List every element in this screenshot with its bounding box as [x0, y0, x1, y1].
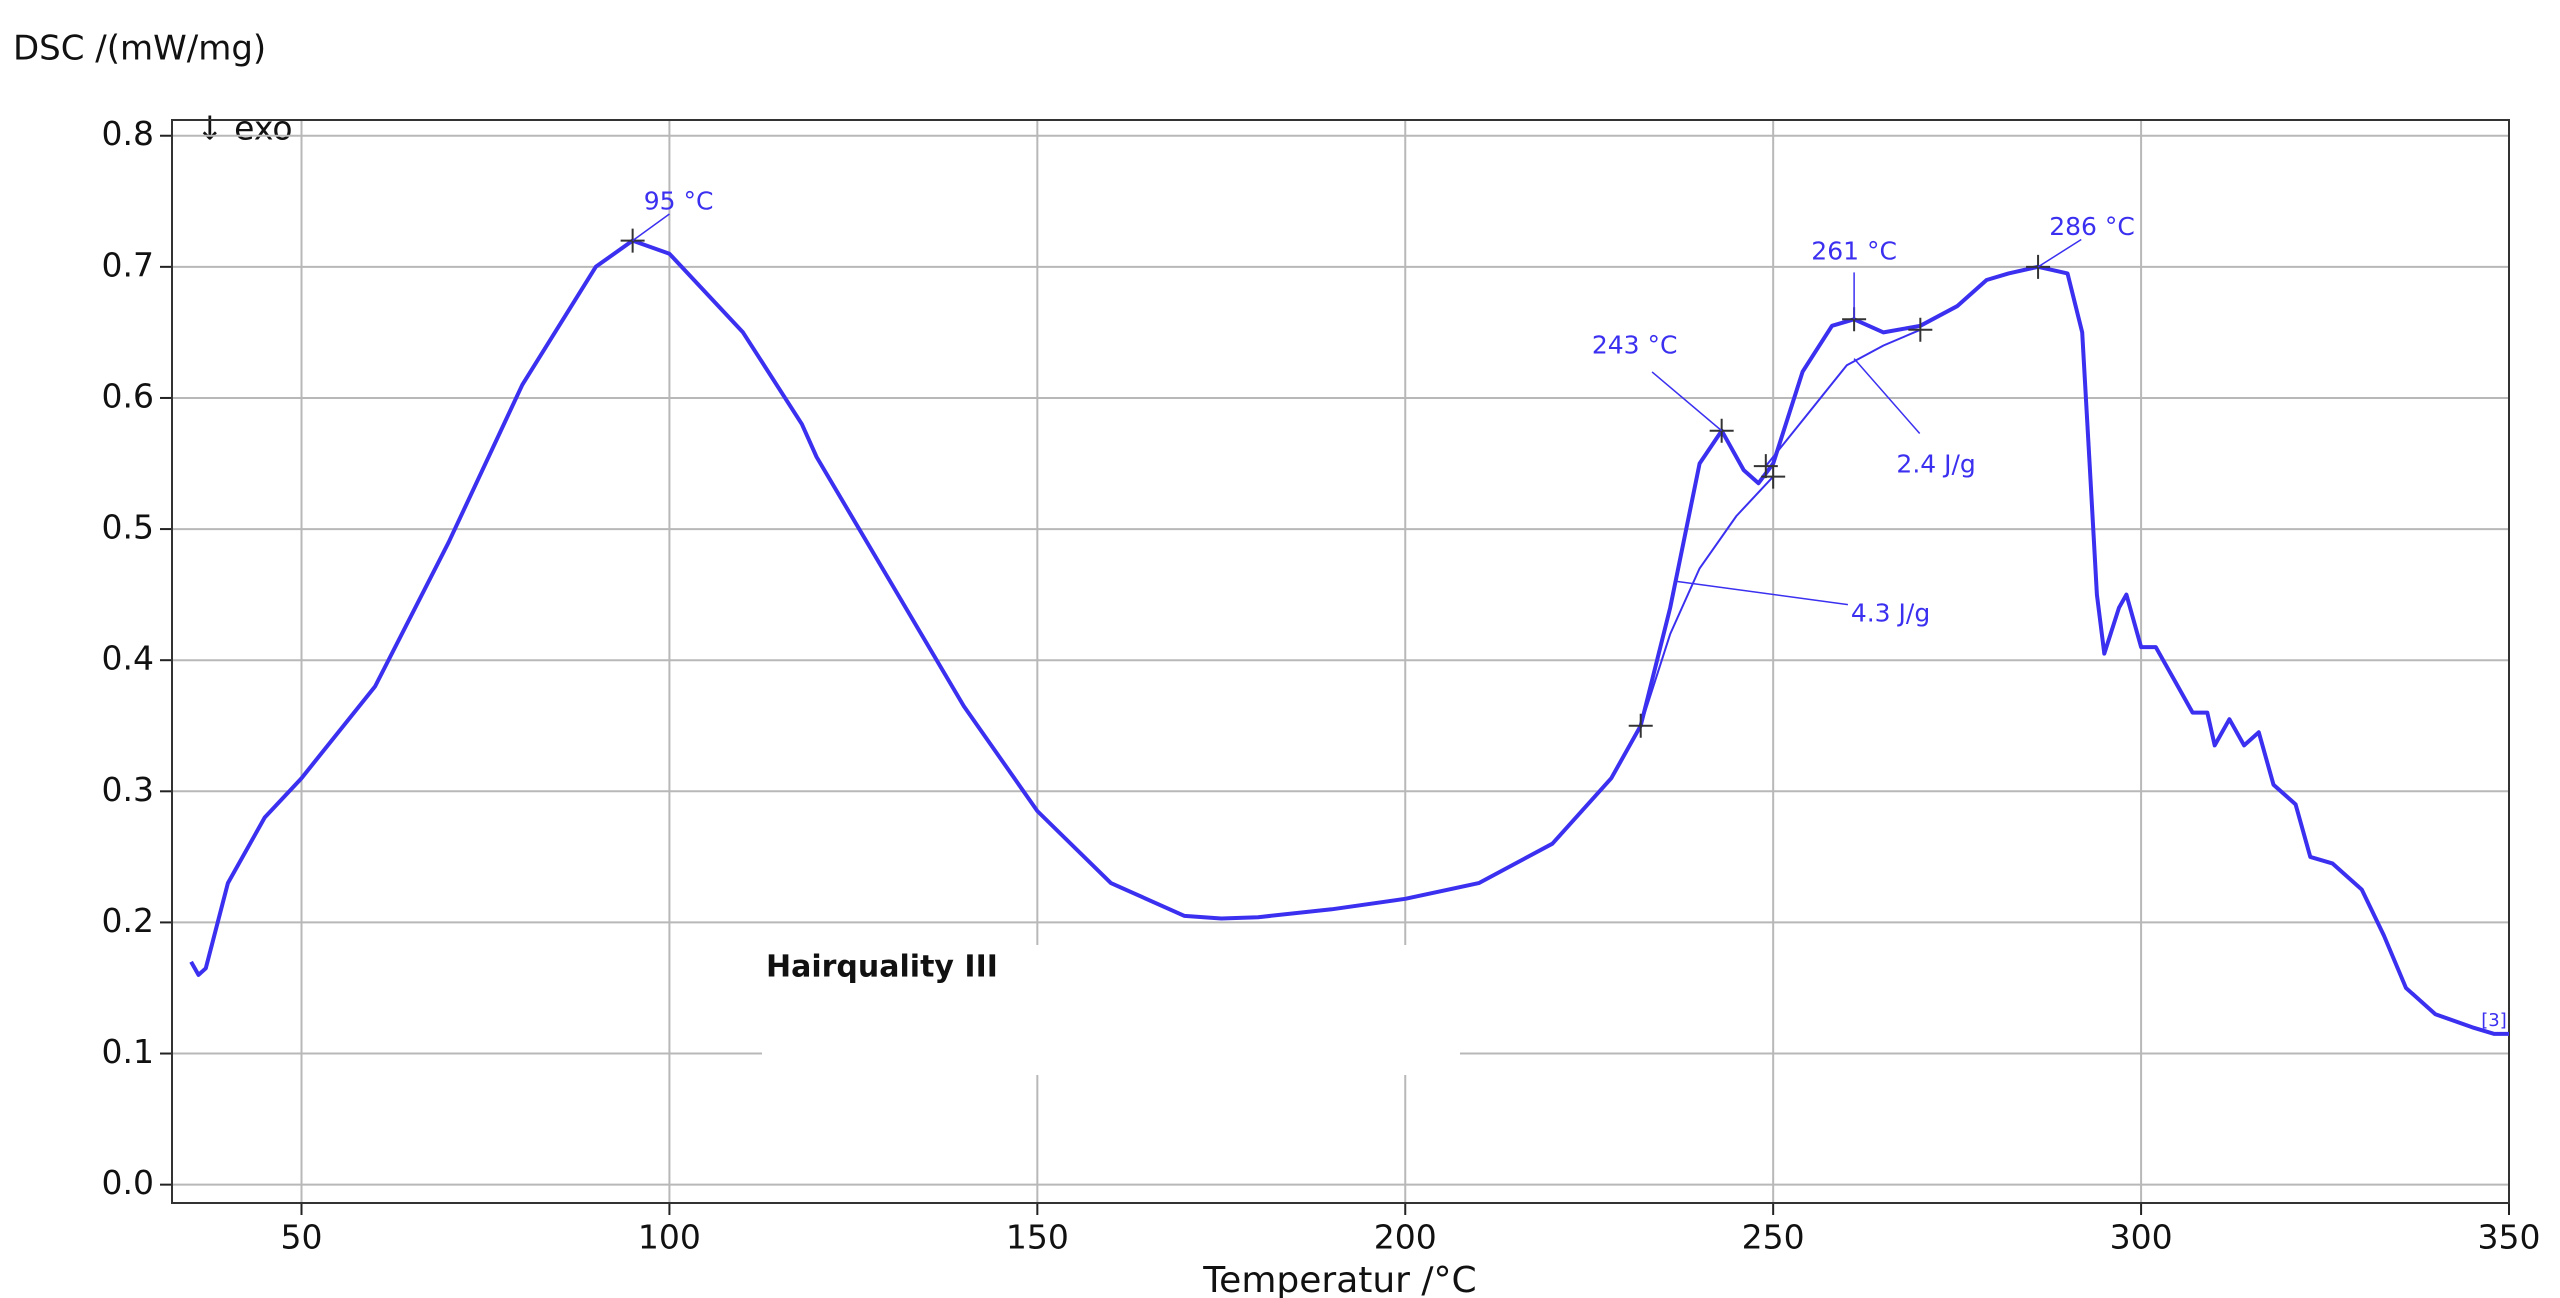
data-line — [189, 238, 2509, 1036]
legend-label: Hairquality III — [766, 950, 998, 985]
x-tick-label: 200 — [1374, 1218, 1437, 1257]
peak-cross — [620, 228, 645, 253]
x-tick-label: 250 — [1742, 1218, 1805, 1257]
y-axis-title: DSC /(mW/mg) — [13, 29, 266, 69]
y-tick-label: 0.1 — [102, 1032, 154, 1071]
x-tick-label: 50 — [281, 1218, 323, 1257]
leader-line — [1677, 580, 1849, 606]
x-tick-label: 100 — [638, 1218, 701, 1257]
leader-line — [2037, 238, 2082, 268]
y-tick-label: 0.8 — [102, 114, 154, 153]
x-axis-title: Temperatur /°C — [1202, 1260, 1476, 1298]
y-tick-label: 0.3 — [102, 770, 154, 809]
legend-box — [762, 945, 1460, 1075]
baseline — [1765, 328, 1921, 467]
y-tick-label: 0.0 — [102, 1163, 154, 1202]
annotation: 95 °C — [644, 187, 714, 216]
y-tick-label: 0.4 — [102, 639, 154, 678]
annotation: 2.4 J/g — [1896, 450, 1975, 479]
annotation: 261 °C — [1811, 236, 1897, 265]
y-tick-label: 0.6 — [102, 376, 154, 415]
leader-line — [1853, 358, 1921, 435]
x-tick-label: 150 — [1006, 1218, 1069, 1257]
annotation: 243 °C — [1592, 331, 1678, 360]
x-tick-label: 300 — [2110, 1218, 2173, 1257]
x-tick-label: 350 — [2478, 1218, 2541, 1257]
annotation: 4.3 J/g — [1851, 599, 1930, 628]
annotation: [3] — [2481, 1010, 2507, 1031]
limit-cross — [1753, 454, 1778, 479]
limit-cross — [1908, 317, 1933, 342]
annotation: 286 °C — [2049, 212, 2135, 241]
leader-line — [1651, 371, 1723, 432]
leader-line — [632, 213, 670, 242]
y-tick-label: 0.7 — [102, 245, 154, 284]
y-tick-label: 0.2 — [102, 901, 154, 940]
baseline — [1639, 475, 1774, 727]
y-tick-label: 0.5 — [102, 508, 154, 547]
plot-frame — [171, 119, 2510, 1204]
limit-cross — [1628, 713, 1653, 738]
exo-note: ↓ exo — [196, 109, 293, 148]
